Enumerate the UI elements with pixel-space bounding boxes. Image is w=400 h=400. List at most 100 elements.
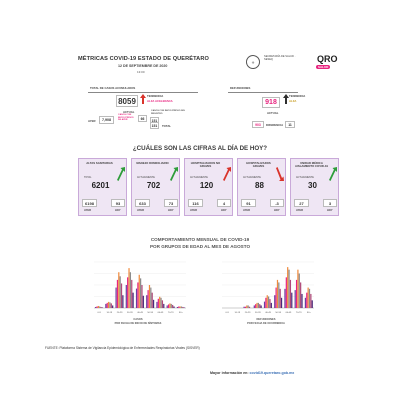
more-info-link[interactable]: covid19.queretaro.gob.mx <box>249 371 295 375</box>
bar <box>160 297 162 308</box>
defunciones-chart-caption-2: POR FECHA DE OCURRENCIA <box>247 322 285 325</box>
secretaria-logo: SECRETARÍA DE SALUD · SESEQ <box>264 55 296 62</box>
more-info: Mayor información en: covid19.queretaro.… <box>210 371 294 375</box>
diferencia-value: 11 <box>285 121 295 128</box>
report-date: 12 DE SEPTIEMBRE DE 2020 <box>118 64 168 68</box>
card-sub: ACTUALMENTE <box>243 176 261 179</box>
card-sub: ACTUALMENTE <box>137 176 155 179</box>
card-hoy-value: 93 <box>111 199 125 207</box>
card-ayer-value: 116 <box>188 199 203 207</box>
defunciones-ayer-value: 903 <box>252 121 264 128</box>
casos-chart-caption-2: POR FECHA DE INICIO DE SÍNTOMAS <box>114 322 162 325</box>
bar <box>247 305 249 308</box>
card-ayer-label: AYER <box>190 209 197 212</box>
bar <box>259 304 261 308</box>
bar <box>263 301 266 308</box>
defunciones-trend-arrow-icon <box>283 94 289 104</box>
bar <box>301 293 303 308</box>
bar <box>152 299 155 308</box>
x-tick-label: 70-79 <box>296 312 302 314</box>
bar <box>180 306 183 308</box>
bar <box>287 267 289 308</box>
x-tick-label: 30-39 <box>255 312 261 314</box>
card-hoy-label: HOY <box>168 209 174 212</box>
bar <box>132 292 134 308</box>
tendencia-label: TENDENCIA <box>147 94 164 98</box>
card-hoy-label: HOY <box>274 209 280 212</box>
x-tick-label: 80+ <box>307 312 311 314</box>
bar <box>159 296 161 308</box>
casos-actual-label: ACTUAL <box>123 110 135 114</box>
bar <box>295 279 298 308</box>
bar <box>311 300 313 308</box>
bar <box>100 306 102 308</box>
card-sub: TOTAL <box>84 176 92 179</box>
qro-logo: QRO <box>317 54 338 64</box>
card-value: 88 <box>255 181 264 190</box>
card-value: 120 <box>199 181 214 190</box>
ayer-label: AYER <box>88 119 96 123</box>
defunciones-chart-caption-1: DEFUNCIONES <box>256 318 276 321</box>
bar <box>266 295 268 308</box>
card-value: 702 <box>146 181 161 190</box>
bar <box>146 295 148 308</box>
bar <box>294 290 296 308</box>
x-tick-label: 80+ <box>179 312 183 314</box>
card-hoy-value: 3 <box>323 199 337 207</box>
def-tendencia-label: TENDENCIA <box>289 94 306 98</box>
card-ayer-label: AYER <box>243 209 250 212</box>
bar <box>253 305 255 308</box>
qro-badge: SALUD <box>316 65 331 69</box>
card-ayer-value: 27 <box>294 199 309 207</box>
x-tick-label: 70-79 <box>168 312 174 314</box>
bar <box>308 288 311 308</box>
bar <box>128 268 130 308</box>
bar <box>161 300 164 308</box>
bar <box>141 285 143 308</box>
arrow-up-icon <box>117 167 125 181</box>
bar <box>306 292 308 308</box>
card-hoy-value: -3 <box>270 199 284 207</box>
bar <box>173 306 175 308</box>
card-hoy-value: 73 <box>164 199 178 207</box>
bar <box>279 288 281 308</box>
bar <box>97 305 99 308</box>
x-tick-label: 30-39 <box>127 312 133 314</box>
bar <box>167 304 170 308</box>
bar <box>107 301 110 308</box>
bar <box>95 306 97 308</box>
card-ayer-value: 633 <box>135 199 150 207</box>
card-ayer-value: 6198 <box>82 199 97 207</box>
bar <box>148 285 151 308</box>
x-tick-label: 0-9 <box>226 312 230 314</box>
bar <box>178 306 180 308</box>
x-tick-label: 60-69 <box>286 312 292 314</box>
x-tick-label: 60-69 <box>158 312 164 314</box>
more-info-label: Mayor información en: <box>210 371 249 375</box>
bar <box>157 298 159 308</box>
trend-up-arrow-icon <box>140 94 146 104</box>
casos-fecha-label: CASOS CON INICIO PREVIO DE AYER <box>118 114 134 122</box>
bar <box>278 282 280 308</box>
card-ayer-label: AYER <box>296 209 303 212</box>
bar <box>156 301 158 308</box>
bar <box>300 282 302 308</box>
casos-value: 8059 <box>116 95 138 107</box>
bar <box>176 306 179 308</box>
bar <box>265 297 267 308</box>
bar <box>172 304 174 308</box>
bar <box>169 303 171 308</box>
card-hoy-label: HOY <box>327 209 333 212</box>
bar <box>183 307 185 308</box>
bar <box>310 293 312 308</box>
bar <box>96 306 98 308</box>
bar <box>297 269 299 308</box>
bar <box>275 287 277 308</box>
bar <box>109 302 111 308</box>
bar <box>129 272 132 308</box>
card-sub: ACTUALMENTE <box>296 176 314 179</box>
casos-registrados-label: CASOS CON INICIO PREVIO SIN REGISTRO <box>151 110 185 115</box>
bar <box>99 306 101 308</box>
bar <box>131 279 133 308</box>
x-tick-label: 50-59 <box>275 312 281 314</box>
